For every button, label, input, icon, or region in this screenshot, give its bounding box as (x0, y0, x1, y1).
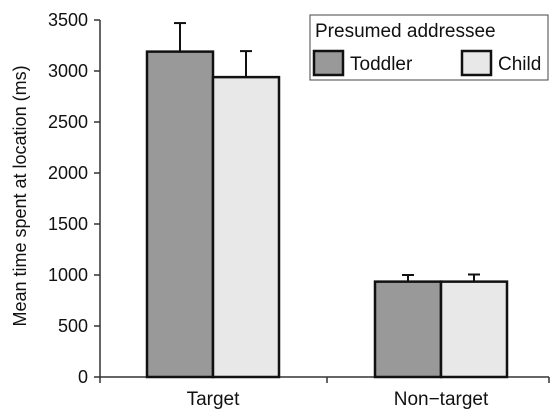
y-tick-label: 3000 (48, 61, 88, 81)
legend-swatch-child (460, 49, 493, 77)
y-tick-label: 2000 (48, 163, 88, 183)
tick-labels: 0 500 1000 1500 2000 2500 3000 3500 Target Non−ta… (48, 10, 489, 410)
bar-child-non-target (439, 280, 509, 379)
legend-title: Presumed addressee (315, 21, 496, 42)
legend-label-toddler: Toddler (350, 54, 413, 75)
error-bars (174, 22, 480, 282)
legend-frame (309, 14, 549, 81)
legend-swatch-toddler (312, 49, 345, 77)
legend: Presumed addressee Toddler Child (309, 14, 549, 81)
x-category-label: Target (187, 389, 241, 410)
bars (145, 50, 509, 379)
y-tick-label: 3500 (48, 10, 88, 30)
legend-label-child: Child (498, 54, 541, 75)
y-tick-label: 2500 (48, 112, 88, 132)
y-tick-label: 0 (78, 367, 88, 387)
bar-toddler-non-target (373, 280, 443, 379)
y-tick-label: 1500 (48, 214, 88, 234)
y-tick-label: 1000 (48, 265, 88, 285)
y-tick-label: 500 (58, 316, 88, 336)
bar-child-target (211, 75, 281, 379)
y-axis-title: Mean time spent at location (ms) (10, 65, 30, 326)
x-category-label: Non−target (394, 389, 489, 410)
bar-toddler-target (145, 50, 215, 379)
